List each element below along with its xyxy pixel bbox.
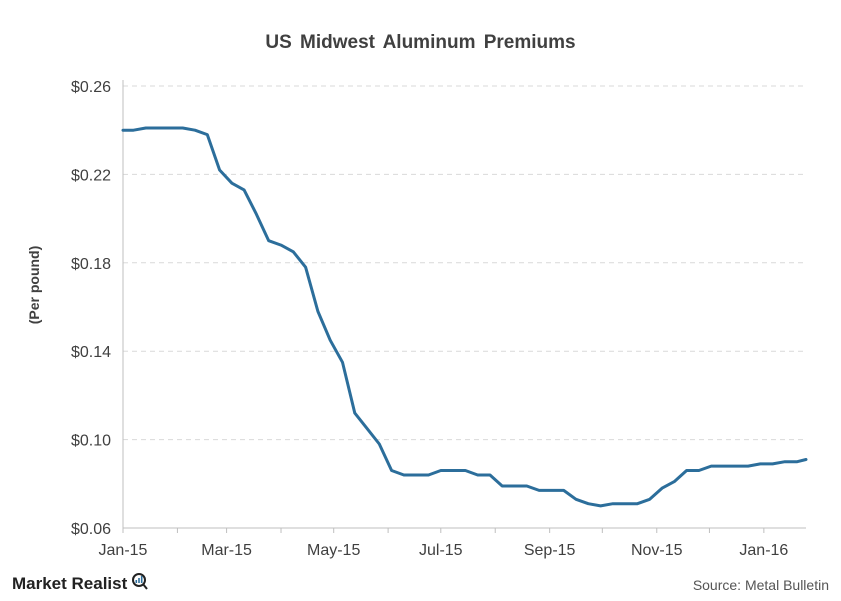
- series-lines: [121, 126, 808, 508]
- source-note: Source: Metal Bulletin: [692, 577, 829, 593]
- x-tick-label: Mar-15: [201, 542, 252, 559]
- y-tick-label: $0.26: [71, 79, 111, 96]
- x-tick-labels: Jan-15 Mar-15 May-15 Jul-15 Sep-15 Nov-15 Jan-…: [99, 542, 789, 559]
- x-tick-label: Nov-15: [631, 542, 683, 559]
- y-tick-label: $0.10: [71, 433, 111, 450]
- magnifier-icon: [130, 572, 149, 595]
- series-line: [121, 126, 808, 508]
- x-tick-label: May-15: [307, 542, 360, 559]
- chart-title: US Midwest Aluminum Premiums: [265, 32, 576, 53]
- y-tick-label: $0.14: [71, 344, 111, 361]
- y-tick-label: $0.06: [71, 521, 111, 538]
- x-tick-label: Jan-15: [99, 542, 148, 559]
- axes: [122, 80, 806, 533]
- x-tick-label: Jan-16: [739, 542, 788, 559]
- market-realist-logo: Market Realist: [12, 572, 149, 595]
- y-tick-label: $0.22: [71, 167, 111, 184]
- gridlines: [123, 85, 806, 441]
- y-tick-label: $0.18: [71, 256, 111, 273]
- x-tick-label: Jul-15: [419, 542, 463, 559]
- x-tick-label: Sep-15: [524, 542, 576, 559]
- brand-text: Market Realist: [12, 573, 128, 593]
- y-tick-labels: $0.26 $0.22 $0.18 $0.14 $0.10 $0.06: [71, 79, 111, 538]
